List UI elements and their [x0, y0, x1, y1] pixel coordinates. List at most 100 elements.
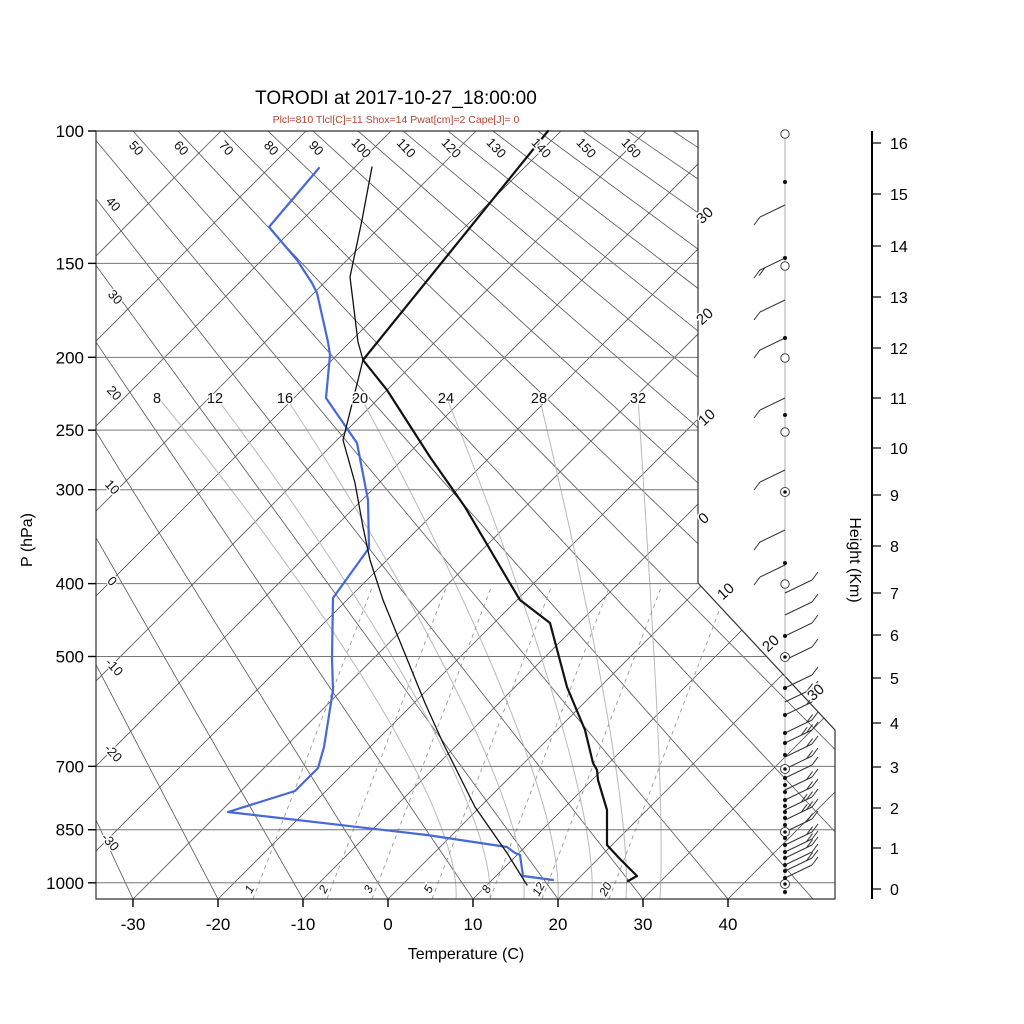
wind-barb-shaft — [784, 579, 813, 594]
isotherm-label-right: 10 — [714, 580, 738, 604]
wind-barb-shaft — [759, 299, 786, 313]
dry-adiabat-label-top: 150 — [573, 135, 599, 161]
isotherm-line — [96, 131, 732, 899]
wind-barb-tick — [806, 833, 813, 842]
dry-adiabat-label-top: 70 — [216, 138, 237, 159]
isotherm-label-right: 10 — [695, 406, 719, 430]
wind-barb-tick — [800, 803, 808, 813]
wind-level-dot — [783, 256, 787, 260]
wind-barb-tick — [811, 593, 819, 603]
mixing-ratio-label: 5 — [421, 883, 437, 896]
wind-barb-tick — [806, 801, 813, 810]
mixing-ratio-line — [541, 584, 663, 899]
dry-adiabat-line — [582, 131, 835, 899]
dry-adiabat-label-left: -20 — [101, 741, 125, 765]
wind-barb-tick — [800, 726, 808, 736]
wind-level-dot — [783, 876, 787, 880]
temperature-tick-label: 40 — [719, 915, 738, 934]
height-tick-label: 3 — [890, 760, 899, 777]
moist-adiabat-label: 20 — [352, 391, 368, 407]
wind-barb-shaft — [784, 764, 813, 779]
dry-adiabat-label-left: 30 — [105, 287, 126, 308]
wind-level-dot — [783, 798, 787, 802]
dry-adiabat-line — [0, 131, 48, 899]
wind-barb-tick — [753, 481, 761, 491]
wind-level-circle — [780, 129, 790, 139]
moist-adiabat-label: 28 — [531, 391, 547, 407]
moist-adiabat-label: 24 — [438, 391, 454, 407]
wind-level-dot — [783, 767, 787, 771]
wind-level-circle — [780, 427, 790, 437]
moist-adiabat-label: 12 — [207, 391, 223, 407]
wind-barb-tick — [811, 666, 819, 676]
isotherm-line — [96, 131, 477, 899]
wind-barb-tick — [753, 349, 761, 359]
wind-barb-tick — [806, 852, 813, 861]
dry-adiabat-line — [96, 131, 729, 899]
wind-barb-tick — [806, 724, 813, 733]
grid-lattice — [0, 131, 835, 899]
wind-barb-tick — [811, 823, 819, 833]
wind-barb-column — [753, 129, 819, 895]
mixing-ratio-line — [326, 584, 448, 899]
moist-adiabat-label: 32 — [630, 391, 646, 407]
moist-adiabat-curve — [637, 395, 662, 899]
wind-level-dot — [783, 686, 787, 690]
dry-adiabat-label-left: 10 — [102, 477, 123, 498]
wind-barb-tick — [753, 409, 761, 419]
dry-adiabat-line — [537, 131, 835, 899]
isotherm-line — [642, 131, 835, 899]
wind-barb-tick — [811, 830, 819, 840]
wind-barb-tick — [811, 768, 819, 778]
wind-level-dot — [783, 863, 787, 867]
wind-barb-shaft — [759, 337, 786, 351]
mixing-ratio-label: 8 — [479, 883, 495, 896]
dry-adiabat-line — [96, 131, 559, 899]
temperature-tick-label: 0 — [383, 915, 392, 934]
height-tick-label: 1 — [890, 841, 899, 858]
height-tick-label: 16 — [890, 136, 908, 153]
isotherm-line — [217, 131, 835, 899]
isotherm-line — [96, 131, 392, 899]
height-tick-label: 11 — [890, 391, 907, 408]
wind-barb-tick — [811, 735, 819, 745]
wind-barb-tick — [811, 756, 819, 766]
wind-barb-tick — [758, 267, 766, 276]
wind-level-dot — [783, 783, 787, 787]
dry-adiabat-line — [447, 131, 835, 899]
profile-temperature — [361, 129, 639, 883]
wind-barb-tick — [811, 836, 819, 846]
wind-barb-shaft — [759, 564, 786, 578]
wind-barb-tick — [811, 849, 819, 859]
wind-level-dot — [783, 830, 787, 834]
wind-barb-tick — [811, 788, 819, 798]
dry-adiabat-label-top: 60 — [171, 138, 192, 159]
wind-barb-tick — [811, 843, 819, 853]
dry-adiabat-label-top: 100 — [348, 135, 374, 161]
wind-level-dot — [783, 836, 787, 840]
moist-adiabat-label: 16 — [277, 391, 293, 407]
dry-adiabat-label-top: 160 — [618, 135, 644, 161]
wind-barb-tick — [806, 771, 813, 780]
dry-adiabat-line — [96, 131, 644, 899]
wind-level-dot — [783, 804, 787, 808]
pressure-tick-label: 300 — [56, 481, 84, 500]
wind-barb-shaft — [784, 857, 813, 872]
moist-adiabat-curve — [214, 395, 491, 899]
wind-level-dot — [783, 413, 787, 417]
wind-level-dot — [783, 741, 787, 745]
height-tick-label: 0 — [890, 882, 899, 899]
wind-barb-tick — [811, 614, 819, 624]
dry-adiabat-line — [96, 131, 474, 899]
dry-adiabat-line — [132, 131, 814, 899]
wind-level-dot — [783, 753, 787, 757]
wind-barb-tick — [811, 711, 819, 721]
mixing-ratio-label: 2 — [315, 883, 331, 897]
isotherm-line — [96, 131, 647, 899]
wind-barb-tick — [806, 714, 813, 723]
dry-adiabat-line — [96, 131, 219, 899]
wind-level-dot — [783, 882, 787, 886]
temperature-tick-label: -10 — [291, 915, 316, 934]
wind-level-dot — [783, 843, 787, 847]
wind-barb-tick — [806, 750, 813, 759]
